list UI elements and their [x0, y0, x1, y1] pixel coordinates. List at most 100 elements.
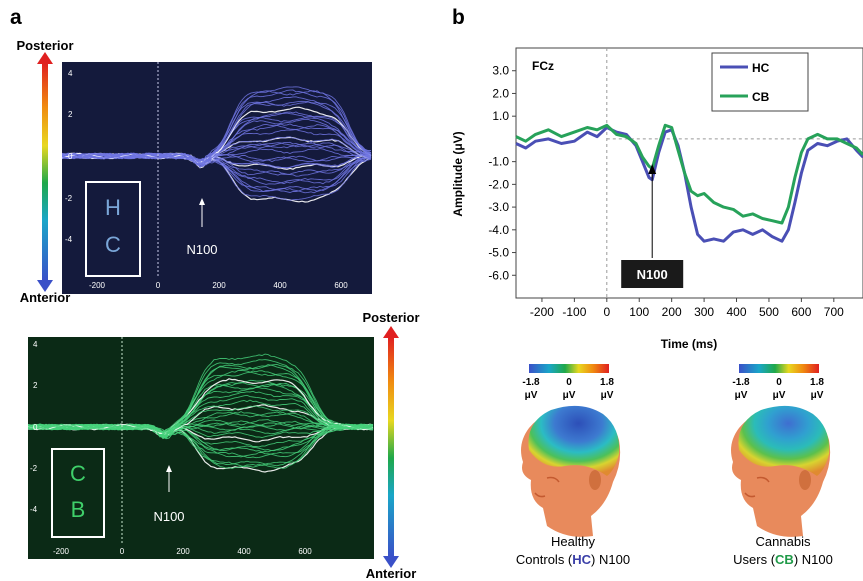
cb-letter-2: B — [71, 497, 86, 522]
butterfly-plot-hc: 4 2 0 -2 -4 -200 0 200 400 600 H C N100 — [62, 62, 372, 294]
fcz-ytick-label: 3.0 — [492, 64, 509, 78]
butterfly-trace — [28, 364, 374, 434]
fcz-ytick-label: -4.0 — [488, 223, 509, 237]
fcz-series-hc — [515, 126, 863, 243]
cb-xtick: -200 — [53, 547, 70, 556]
cb-ytick: -4 — [30, 505, 38, 514]
cb-n100-label: N100 — [153, 509, 184, 524]
cb-n100-arrowhead — [166, 465, 172, 472]
cb-xtick: 0 — [120, 547, 125, 556]
fcz-xtick-label: 300 — [694, 305, 714, 319]
colorbar-anterior-label: Anterior — [19, 290, 71, 305]
hc-ytick: 4 — [68, 69, 73, 78]
butterfly-trace — [28, 353, 374, 435]
colorbar-cb — [383, 326, 399, 568]
fcz-ytick-label: -5.0 — [488, 246, 509, 260]
scale-unit: μV — [773, 390, 786, 401]
hc-yticks: 4 2 0 -2 -4 — [65, 69, 73, 244]
panel-letter-a: a — [10, 6, 22, 29]
cb-xtick: 600 — [298, 547, 312, 556]
hc-traces — [62, 86, 372, 203]
butterfly-trace — [28, 390, 374, 439]
hc-xtick: 400 — [273, 281, 287, 290]
hc-xtick: -200 — [89, 281, 106, 290]
hc-ytick: 2 — [68, 110, 73, 119]
fcz-legend: HC CB — [711, 52, 809, 112]
fcz-ytick-label: -6.0 — [488, 268, 509, 282]
fcz-series — [515, 123, 863, 243]
hc-xtick: 200 — [212, 281, 226, 290]
topomaps: -1.8 0 1.8 μV μV μV Healthy Controls (HC… — [516, 364, 833, 567]
hc-letter-1: H — [105, 195, 121, 220]
cb-letter-box — [51, 448, 105, 538]
cb-xtick: 400 — [237, 547, 251, 556]
fcz-n100-arrowhead — [648, 164, 657, 174]
scale-min: -1.8 — [522, 377, 540, 388]
scale-unit: μV — [525, 390, 538, 401]
fcz-xtick-label: 500 — [759, 305, 779, 319]
scale-min: -1.8 — [732, 377, 750, 388]
hc-ytick: -4 — [65, 235, 73, 244]
panel-letter-b: b — [452, 6, 465, 29]
scale-max: 1.8 — [810, 377, 824, 388]
cb-xticks: -200 0 200 400 600 — [53, 547, 312, 556]
scale-unit: μV — [563, 390, 576, 401]
fcz-x-axis: -200 -100 0 100 200 300 400 500 600 700 — [530, 298, 844, 319]
hc-ytick: 0 — [68, 152, 73, 161]
fcz-xlabel: Time (ms) — [661, 337, 717, 351]
fcz-line-chart: 3.0 2.0 1.0 -1.0 -2.0 -3.0 -4.0 -5.0 -6.0 -200 -1… — [451, 47, 863, 351]
cb-ytick: 2 — [33, 381, 38, 390]
cb-ytick: -2 — [30, 464, 38, 473]
fcz-xtick-label: 400 — [727, 305, 747, 319]
fcz-xtick-label: 100 — [629, 305, 649, 319]
hc-letter-2: C — [105, 232, 121, 257]
cb-ytick: 4 — [33, 340, 38, 349]
fcz-ytick-label: -3.0 — [488, 200, 509, 214]
topomap-scale-cb: -1.8 0 1.8 μV μV μV — [732, 364, 824, 401]
scale-mid: 0 — [566, 377, 572, 388]
fcz-ytick-label: 2.0 — [492, 86, 509, 100]
cb-yticks: 4 2 0 -2 -4 — [30, 340, 38, 514]
cb-xtick: 200 — [176, 547, 190, 556]
scale-unit: μV — [735, 390, 748, 401]
legend-box — [711, 52, 809, 112]
fcz-xtick-label: -100 — [562, 305, 586, 319]
fcz-series-cb — [515, 123, 863, 225]
butterfly-plot-cb: 4 2 0 -2 -4 -200 0 200 400 600 C B N100 — [28, 337, 374, 559]
hc-plot-background — [62, 62, 372, 294]
hc-xtick: 0 — [156, 281, 161, 290]
fcz-xtick-label: 0 — [603, 305, 610, 319]
fcz-ytick-label: -2.0 — [488, 177, 509, 191]
fcz-n100-label: N100 — [637, 267, 668, 282]
hc-xtick: 600 — [334, 281, 348, 290]
colorbar-hc — [37, 52, 53, 292]
hc-caption-line2: Controls (HC) N100 — [516, 552, 630, 567]
hc-n100-arrowhead — [199, 198, 205, 205]
colorbar-posterior-label-2: Posterior — [362, 310, 420, 325]
butterfly-trace — [28, 363, 374, 434]
hc-caption-line1: Healthy — [551, 534, 596, 549]
fcz-n100-annotation: N100 — [621, 164, 684, 288]
legend-hc-label: HC — [752, 61, 770, 75]
cb-traces — [28, 353, 374, 473]
hc-letter-box — [85, 181, 141, 277]
cb-scalp — [738, 405, 830, 476]
legend-cb-label: CB — [752, 90, 770, 104]
fcz-ytick-label: 1.0 — [492, 109, 509, 123]
cb-letter-1: C — [70, 461, 86, 486]
head-topomap-hc — [521, 405, 621, 537]
colorbar-anterior-label-2: Anterior — [365, 566, 417, 581]
fcz-title: FCz — [532, 59, 554, 73]
topomap-scale-hc: -1.8 0 1.8 μV μV μV — [522, 364, 614, 401]
hc-scalp — [528, 405, 620, 476]
colorbar-posterior-label: Posterior — [16, 38, 74, 53]
hc-ytick: -2 — [65, 194, 73, 203]
fcz-xtick-label: 600 — [791, 305, 811, 319]
scale-unit: μV — [601, 390, 614, 401]
fcz-xtick-label: 200 — [662, 305, 682, 319]
fcz-xtick-label: -200 — [530, 305, 554, 319]
fcz-ylabel: Amplitude (μV) — [451, 131, 465, 216]
scale-unit: μV — [811, 390, 824, 401]
butterfly-trace — [28, 369, 373, 439]
fcz-plot-frame — [515, 47, 863, 299]
